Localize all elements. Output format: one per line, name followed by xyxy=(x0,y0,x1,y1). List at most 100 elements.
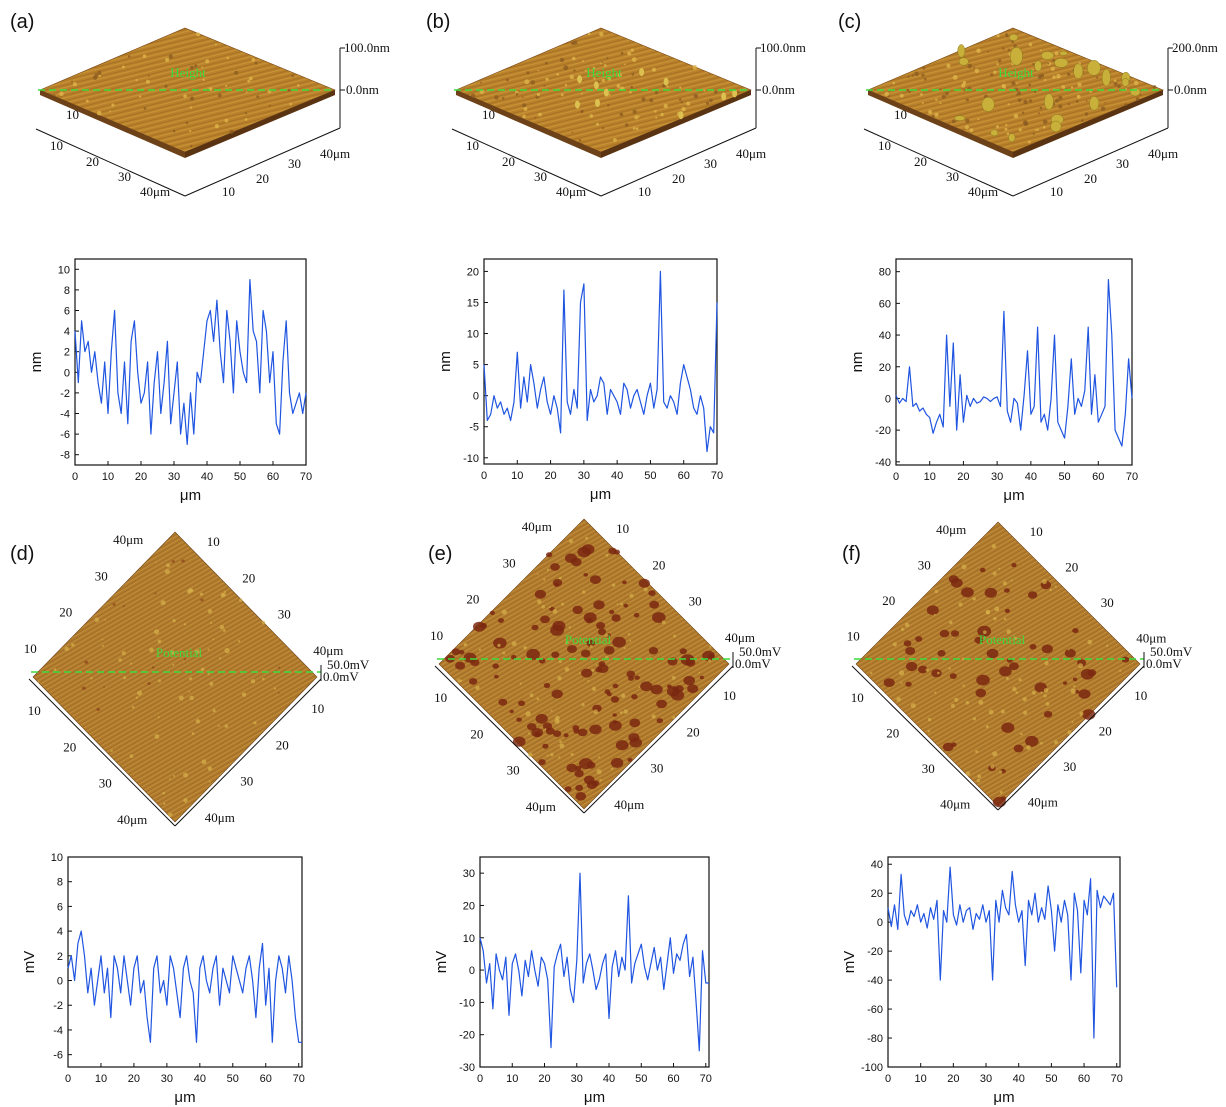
surface-dark-spot xyxy=(147,682,151,685)
surface-texture-dot xyxy=(1117,84,1121,88)
top-left-axis-tick: 20 xyxy=(882,593,895,608)
surface-texture-dot xyxy=(1007,48,1011,52)
surface-dark-spot xyxy=(603,646,615,655)
surface-dark-spot xyxy=(84,660,89,664)
surface-peak xyxy=(1087,60,1101,76)
surface-dark-spot xyxy=(610,696,620,703)
surface-light-spot xyxy=(191,732,195,735)
y-tick-label: 8 xyxy=(64,285,70,297)
surface-light-spot xyxy=(934,613,936,616)
x-tick-label: 20 xyxy=(135,471,147,483)
surface-dark-spot xyxy=(583,573,588,577)
surface-light-spot xyxy=(475,685,480,691)
surface-light-spot xyxy=(200,667,205,672)
surface-light-spot xyxy=(154,734,160,739)
surface-peak xyxy=(1121,78,1130,87)
surface-texture-dot xyxy=(1096,76,1099,79)
surface-texture-dot xyxy=(592,66,596,70)
surface-dark-spot xyxy=(526,648,540,660)
y-tick-label: 2 xyxy=(64,347,70,359)
surface-light-spot xyxy=(587,680,590,682)
surface-dark-spot xyxy=(534,589,547,599)
surface-light-spot xyxy=(672,716,675,719)
surface-texture-dot xyxy=(1028,42,1033,47)
surface-texture-dot xyxy=(1028,83,1032,87)
top-left-axis-tick: 10 xyxy=(430,628,443,643)
surface-texture-dot xyxy=(1044,78,1047,82)
surface-light-spot xyxy=(1087,639,1093,645)
surface-peak xyxy=(663,77,669,86)
surface-light-spot xyxy=(927,717,932,722)
surface-dark-spot xyxy=(1025,735,1039,747)
surface-dark-spot xyxy=(648,590,656,596)
surface-texture-dot xyxy=(247,79,251,83)
surface-light-spot xyxy=(612,583,616,587)
scale-zero-label: 0.0mV xyxy=(323,669,359,684)
x-tick-label: 10 xyxy=(102,471,114,483)
surface-dark-spot xyxy=(638,578,650,588)
surface-texture-dot xyxy=(962,81,967,85)
y-tick-label: -6 xyxy=(60,429,70,441)
surface-light-spot xyxy=(207,673,210,676)
x-tick-label: 70 xyxy=(700,1073,712,1085)
x-axis-label: μm xyxy=(1003,487,1024,504)
surface-texture-dot xyxy=(145,79,150,84)
x-tick-label: 40 xyxy=(194,1073,206,1085)
surface-top xyxy=(32,531,318,823)
surface-texture-dot xyxy=(1018,128,1022,132)
surface-dark-spot xyxy=(122,605,125,607)
surface-texture-dot xyxy=(1058,95,1063,100)
surface-light-spot xyxy=(1006,629,1011,634)
overlay-label: Potential xyxy=(979,632,1026,647)
y-tick-label: -2 xyxy=(60,388,70,400)
surface-light-spot xyxy=(528,732,531,735)
surface-light-spot xyxy=(223,590,227,594)
scale-top-label: 100.0nm xyxy=(760,40,806,55)
top-left-axis-tick: 30 xyxy=(503,555,516,570)
surface-light-spot xyxy=(558,756,561,759)
surface-dark-spot xyxy=(992,796,1007,808)
surface-texture-dot xyxy=(998,59,1002,63)
surface-light-spot xyxy=(160,600,166,606)
surface-light-spot xyxy=(501,609,507,615)
y-tick-label: -5 xyxy=(469,422,479,434)
surface-light-spot xyxy=(1002,581,1007,586)
surface-light-spot xyxy=(1043,688,1049,693)
axis-bottom-right xyxy=(583,665,734,814)
surface-dark-spot xyxy=(551,651,560,658)
surface-light-spot xyxy=(183,623,187,626)
surface-light-spot xyxy=(37,681,40,683)
surface-dark-spot xyxy=(469,678,478,685)
surface-texture-dot xyxy=(599,31,604,37)
top-left-axis-tick: 20 xyxy=(466,592,479,607)
surface-light-spot xyxy=(158,679,161,683)
surface-texture-dot xyxy=(1104,101,1107,104)
left-axis-tick: 10 xyxy=(50,138,63,153)
surface-texture-dot xyxy=(1004,127,1008,131)
surface-texture-dot xyxy=(1034,129,1037,131)
surface-texture-dot xyxy=(987,50,990,53)
surface-light-spot xyxy=(1015,691,1019,694)
y-tick-label: -80 xyxy=(867,1033,883,1045)
x-tick-label: 20 xyxy=(544,470,556,482)
surface-texture-dot xyxy=(202,78,205,82)
surface-dark-spot xyxy=(699,675,705,680)
bottom-right-axis-tick: 40μm xyxy=(614,797,644,812)
surface-texture-dot xyxy=(226,56,230,60)
surface-dark-spot xyxy=(1004,588,1010,593)
surface-light-spot xyxy=(985,725,989,729)
surface-light-spot xyxy=(195,719,201,724)
surface-dark-spot xyxy=(509,709,514,714)
surface-light-spot xyxy=(1005,677,1009,680)
surface-dark-spot xyxy=(579,758,593,770)
surface-texture-dot xyxy=(1052,59,1055,62)
y-tick-label: -20 xyxy=(875,425,891,437)
surface-texture-dot xyxy=(951,119,956,124)
surface-texture-dot xyxy=(945,91,949,96)
surface-texture-dot xyxy=(1081,119,1084,122)
surface-light-spot xyxy=(199,592,203,596)
surface-dark-spot xyxy=(550,563,560,571)
y-tick-label: -100 xyxy=(861,1062,883,1074)
surface-top xyxy=(438,518,730,810)
